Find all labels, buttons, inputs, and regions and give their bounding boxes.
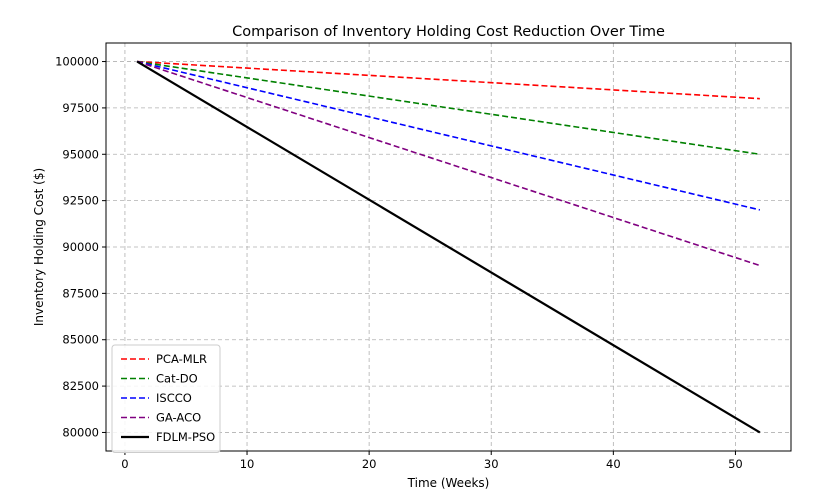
legend-label: ISCCO <box>156 391 192 405</box>
x-axis-label: Time (Weeks) <box>407 476 490 490</box>
y-tick-label: 97500 <box>62 101 99 115</box>
x-tick-label: 10 <box>240 457 255 471</box>
grid <box>106 43 791 451</box>
legend-label: PCA-MLR <box>156 352 207 366</box>
x-tick-label: 30 <box>484 457 499 471</box>
chart-title: Comparison of Inventory Holding Cost Red… <box>232 24 665 40</box>
y-tick-label: 90000 <box>62 240 99 254</box>
y-tick-label: 85000 <box>62 333 99 347</box>
series-line-pca-mlr <box>137 60 760 100</box>
y-tick-label: 92500 <box>62 194 99 208</box>
y-axis-label: Inventory Holding Cost ($) <box>32 168 46 326</box>
x-tick-label: 0 <box>121 457 128 471</box>
legend-label: GA-ACO <box>156 411 201 425</box>
series-line-cat-do <box>137 60 760 156</box>
y-tick-label: 80000 <box>62 425 99 439</box>
y-tick-label: 95000 <box>62 147 99 161</box>
axis-ticks: 0 10 20 30 40 50 80000 82500 85000 87500 90000 9250… <box>55 55 743 471</box>
legend-box <box>111 344 221 453</box>
x-tick-label: 40 <box>606 457 621 471</box>
legend-label: Cat-DO <box>156 372 198 386</box>
series-line-iscco <box>136 60 761 211</box>
series-line-fdlm-pso <box>136 60 761 434</box>
y-tick-label: 82500 <box>62 379 99 393</box>
series-lines <box>136 60 761 434</box>
legend-label: FDLM-PSO <box>156 430 215 444</box>
x-tick-label: 20 <box>362 457 377 471</box>
y-tick-label: 87500 <box>62 286 99 300</box>
legend: PCA-MLR Cat-DO ISCCO GA-ACO FDLM-PSO <box>111 344 221 453</box>
series-line-ga-aco <box>136 60 761 267</box>
y-tick-label: 100000 <box>55 55 99 69</box>
x-tick-label: 50 <box>728 457 743 471</box>
